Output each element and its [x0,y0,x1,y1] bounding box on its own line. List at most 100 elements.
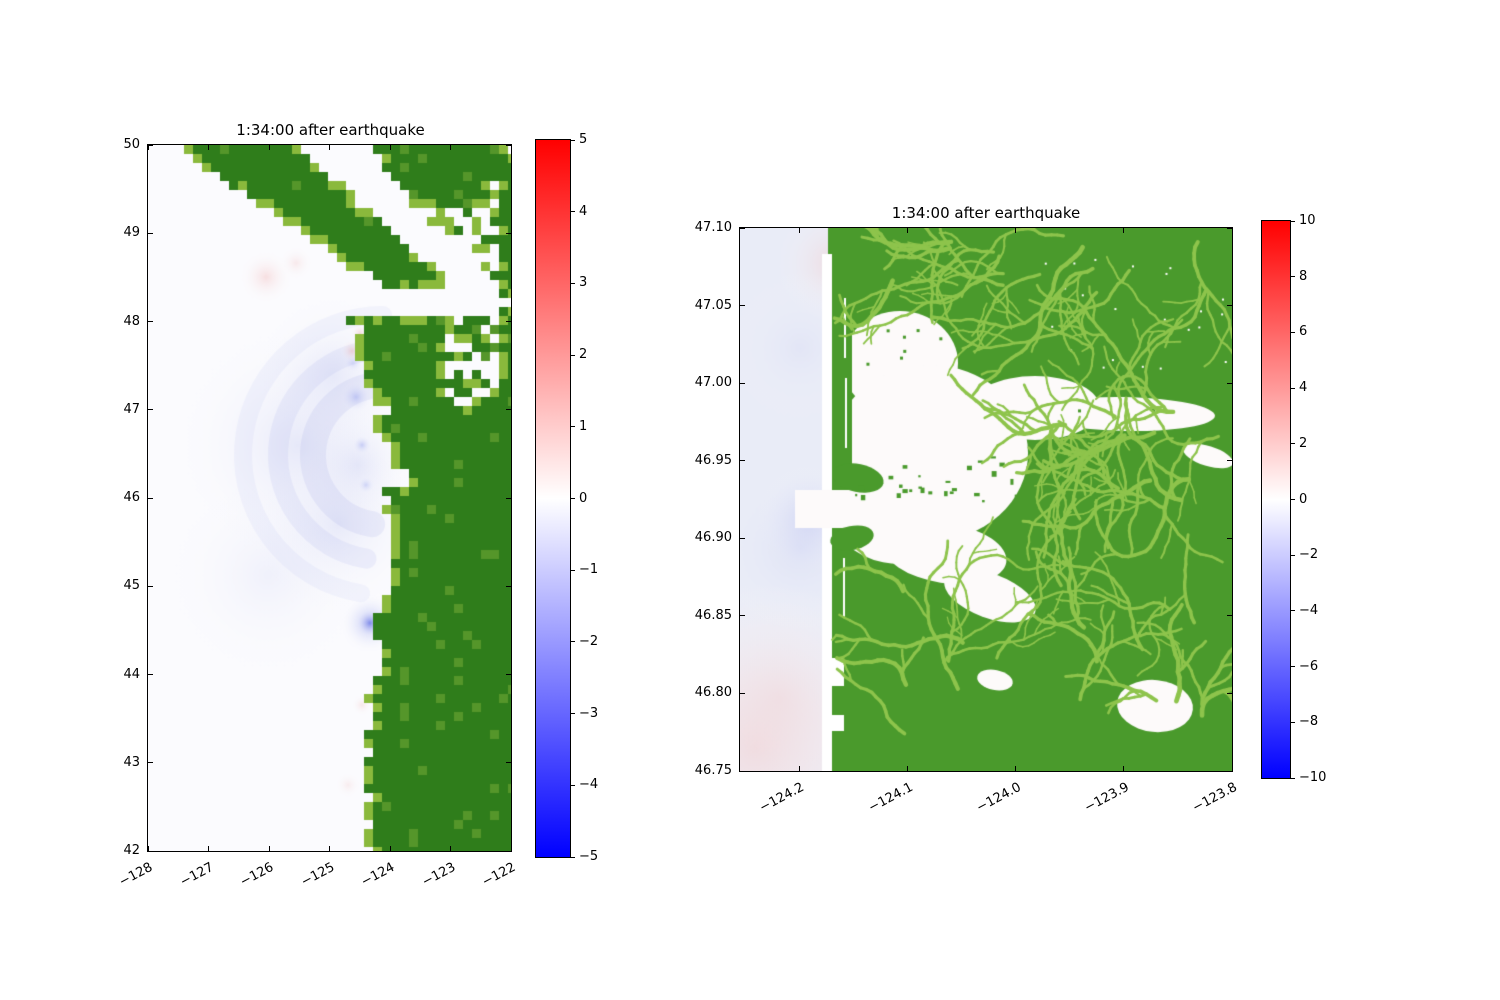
tick-mark [1291,443,1295,445]
tick-mark [1291,554,1295,556]
x-tick-label: −123.9 [1081,779,1132,816]
tick-mark [510,846,512,851]
tick-mark [1291,331,1295,333]
tick-mark [148,409,153,411]
colorbar-tick-label: −4 [579,777,599,793]
tick-mark [1227,382,1232,384]
x-tick-label: −127 [177,859,216,890]
y-tick-label: 43 [123,754,140,770]
tick-mark [571,282,575,284]
tick-mark [571,426,575,428]
right-plot-title: 1:34:00 after earthquake [891,204,1081,222]
x-tick-label: −125 [298,859,337,890]
y-tick-label: 47.05 [694,297,732,313]
tick-mark [506,144,511,146]
tick-mark [1227,537,1232,539]
tick-mark [510,145,512,150]
tick-mark [148,762,153,764]
tick-mark [1291,387,1295,389]
tick-mark [148,144,153,146]
tick-mark [1291,777,1295,779]
tick-mark [740,227,745,229]
y-tick-label: 47.00 [694,375,732,391]
colorbar-tick-label: −3 [579,705,599,721]
tick-mark [148,674,153,675]
colorbar-tick-label: 8 [1299,268,1308,284]
tick-mark [147,145,149,150]
x-tick-label: −124.2 [757,779,808,816]
y-tick-label: 50 [123,137,140,152]
tick-mark [740,460,745,462]
tick-mark [1291,276,1295,278]
tick-mark [1227,227,1232,229]
right-map-canvas [740,228,1232,771]
tick-mark [1291,721,1295,723]
colorbar-tick-label: 4 [579,203,588,219]
y-tick-label: 46.95 [694,452,732,468]
right-colorbar [1261,220,1291,779]
tick-mark [571,713,575,715]
y-tick-label: 46.90 [694,530,732,546]
tick-mark [571,211,575,213]
tick-mark [1231,766,1233,771]
colorbar-tick-label: −6 [1299,658,1319,674]
x-tick-label: −124 [358,859,398,890]
tick-mark [1015,766,1017,771]
colorbar-tick-label: 1 [579,418,588,434]
y-tick-label: 46 [123,490,140,505]
tick-mark [740,692,745,694]
tick-mark [506,674,511,675]
tick-mark [506,497,511,499]
tick-mark [740,382,745,384]
colorbar-tick-label: 3 [579,275,588,291]
tick-mark [740,305,745,307]
colorbar-tick-label: 4 [1299,380,1308,396]
tick-mark [148,497,153,499]
tick-mark [571,569,575,571]
colorbar-tick-label: −5 [579,849,599,864]
left-colorbar [535,139,571,858]
colorbar-tick-label: 0 [579,490,588,506]
tick-mark [389,846,391,851]
tick-mark [506,321,511,322]
tick-mark [571,354,575,356]
tick-mark [1291,610,1295,612]
x-tick-label: −123.8 [1190,779,1240,816]
colorbar-tick-label: −10 [1299,770,1327,785]
colorbar-tick-label: 0 [1299,491,1308,507]
tick-mark [329,846,330,851]
y-tick-label: 45 [123,578,140,594]
tick-mark [268,846,270,851]
colorbar-tick-label: −4 [1299,602,1319,618]
tick-mark [208,846,209,851]
tick-mark [148,321,153,322]
left-plot-title: 1:34:00 after earthquake [236,121,425,139]
colorbar-tick-label: 6 [1299,324,1308,340]
tick-mark [1123,766,1125,771]
tick-mark [571,856,575,858]
tick-mark [740,770,745,772]
tick-mark [148,232,153,234]
colorbar-tick-label: 5 [579,132,588,147]
tick-mark [740,537,745,539]
tick-mark [571,498,575,499]
tick-mark [571,139,575,141]
left-map-axes [147,144,512,852]
colorbar-tick-label: 10 [1299,213,1316,228]
tick-mark [571,784,575,786]
tick-mark [148,585,153,587]
y-tick-label: 46.85 [694,607,732,623]
colorbar-tick-label: 2 [579,347,588,363]
tick-mark [1227,460,1232,462]
y-tick-label: 46.75 [694,763,732,778]
tick-mark [1291,666,1295,668]
tick-mark [506,409,511,411]
tick-mark [740,615,745,617]
tick-mark [329,145,330,150]
tick-mark [1015,228,1017,233]
tick-mark [506,762,511,764]
colorbar-tick-label: 2 [1299,435,1308,451]
tick-mark [1123,228,1125,233]
tick-mark [148,850,153,852]
